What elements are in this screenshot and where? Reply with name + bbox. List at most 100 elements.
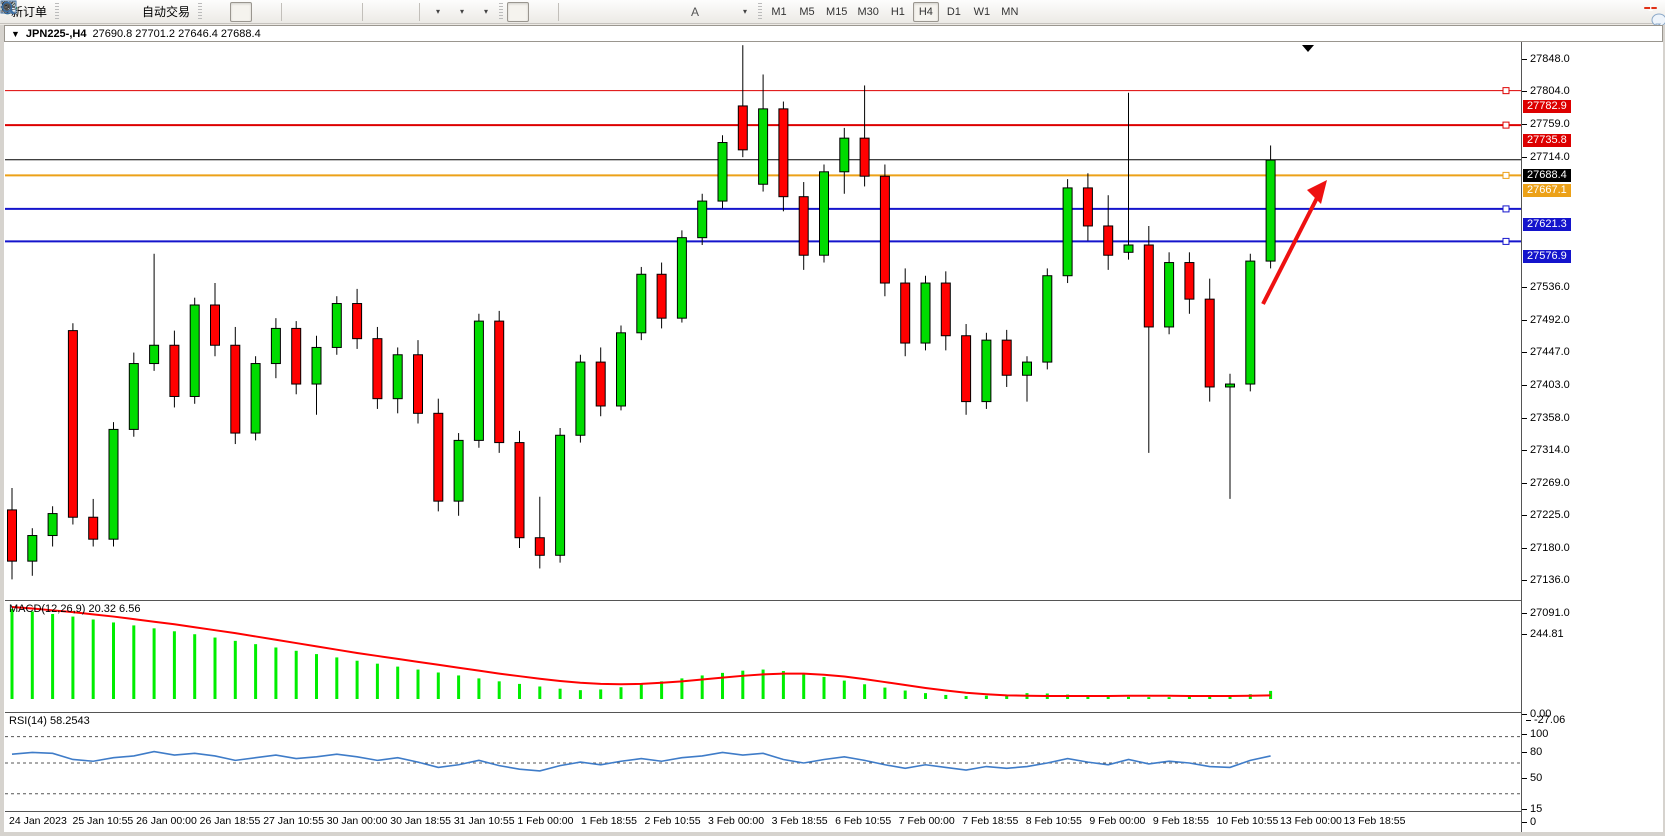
gold-symbol-button[interactable] bbox=[0, 2, 85, 22]
new-order-label: 新订单 bbox=[11, 5, 48, 19]
bar-chart-button[interactable] bbox=[1, 2, 228, 22]
candle-body bbox=[798, 196, 809, 256]
level-handle-27621.3[interactable] bbox=[1502, 205, 1510, 213]
macd-histogram-bar bbox=[497, 681, 501, 699]
tile-windows-button[interactable] bbox=[1, 1, 357, 22]
candle-body bbox=[88, 516, 99, 540]
macd-histogram-bar bbox=[842, 680, 846, 699]
timeframe-W1[interactable]: W1 bbox=[973, 5, 991, 18]
candlestick-chart-button[interactable] bbox=[1, 1, 253, 22]
time-axis[interactable]: 24 Jan 2023 25 Jan 10:55 26 Jan 00:00 26 Ja… bbox=[5, 811, 1521, 832]
indicators-button[interactable]: ▾ bbox=[0, 0, 447, 22]
chart-title-bar[interactable]: ▼ JPN225-,H4 27690.8 27701.2 27646.4 276… bbox=[4, 25, 1663, 42]
candle-body bbox=[331, 303, 342, 348]
level-handle-27735.8[interactable] bbox=[1502, 121, 1510, 129]
timeframe-H1[interactable]: H1 bbox=[890, 5, 905, 18]
macd-histogram-bar bbox=[964, 696, 968, 699]
zoom-in-button[interactable] bbox=[1, 0, 309, 22]
candle-body bbox=[47, 513, 58, 537]
macd-histogram-bar bbox=[1127, 696, 1130, 699]
trend-arrow-head[interactable] bbox=[1307, 180, 1327, 204]
macd-histogram-bar bbox=[71, 616, 75, 699]
toolbar-separator bbox=[281, 2, 283, 21]
level-handle-27576.9[interactable] bbox=[1502, 237, 1510, 245]
candle-body bbox=[920, 282, 931, 344]
toolbar-grip bbox=[758, 2, 763, 21]
price-level-label-27667.1: 27667.1 bbox=[1523, 184, 1571, 198]
channel-tool-button[interactable] bbox=[0, 1, 658, 22]
timeframe-M5[interactable]: M5 bbox=[799, 5, 815, 18]
toolbar-grip bbox=[55, 2, 60, 21]
level-handle-27667.1[interactable] bbox=[1502, 171, 1510, 179]
notification-badge: 1 bbox=[1643, 3, 1657, 12]
price-tick: 27403.0 bbox=[1522, 378, 1570, 391]
crosshair-tool-button[interactable] bbox=[1, 1, 553, 22]
time-label: 3 Feb 00:00 bbox=[708, 815, 765, 827]
candle-body bbox=[717, 142, 728, 202]
timeframe-H4[interactable]: H4 bbox=[912, 1, 939, 22]
candle-body bbox=[839, 137, 850, 173]
time-label: 24 Jan 2023 bbox=[9, 815, 67, 827]
chart-window: ▼ JPN225-,H4 27690.8 27701.2 27646.4 276… bbox=[0, 25, 1665, 832]
timeframe-MN[interactable]: MN bbox=[1001, 5, 1019, 18]
macd-histogram-bar bbox=[761, 669, 765, 699]
periods-button[interactable]: ▾ bbox=[0, 0, 471, 22]
trend-arrow-line[interactable] bbox=[1261, 193, 1321, 305]
macd-histogram-bar bbox=[883, 687, 887, 699]
candle-body bbox=[1245, 260, 1256, 385]
rsi-panel[interactable]: RSI(14) 58.2543 bbox=[5, 712, 1521, 811]
line-chart-button[interactable] bbox=[0, 1, 276, 22]
candle-body bbox=[108, 428, 119, 540]
arrows-tool-button[interactable]: ▾ bbox=[1, 1, 754, 22]
text-label-tool-button[interactable]: T bbox=[0, 1, 730, 22]
candle-body bbox=[981, 339, 992, 403]
timeframe-M1[interactable]: M1 bbox=[771, 5, 787, 18]
level-handle-27782.9[interactable] bbox=[1502, 87, 1510, 95]
candle-body bbox=[1123, 244, 1134, 253]
main-chart-panel[interactable] bbox=[5, 42, 1521, 598]
horizontal-line-tool-button[interactable] bbox=[1, 2, 610, 22]
market-watch-button[interactable] bbox=[0, 0, 109, 22]
rsi-axis-0: 0 bbox=[1521, 816, 1537, 828]
macd-histogram-bar bbox=[1208, 696, 1212, 699]
candle-body bbox=[737, 105, 748, 151]
candle-body bbox=[1042, 275, 1053, 363]
timeframe-M30[interactable]: M30 bbox=[857, 5, 879, 18]
fibonacci-tool-button[interactable]: F bbox=[1, 2, 682, 22]
zoom-out-button[interactable] bbox=[1, 0, 333, 22]
candle-body bbox=[1265, 159, 1276, 262]
candle-body bbox=[961, 335, 972, 403]
cursor-tool-button[interactable] bbox=[2, 1, 530, 22]
candle-body bbox=[1001, 339, 1012, 376]
chart-shift-button[interactable] bbox=[1, 1, 414, 22]
macd-histogram-bar bbox=[1106, 696, 1110, 699]
status-bar bbox=[0, 832, 1665, 836]
auto-scroll-button[interactable] bbox=[1, 1, 390, 22]
rsi-axis-100: 100 bbox=[1521, 728, 1549, 740]
candle-body bbox=[676, 237, 687, 319]
templates-button[interactable]: ▾ bbox=[0, 0, 495, 22]
trendline-tool-button[interactable] bbox=[1, 1, 634, 22]
macd-histogram-bar bbox=[112, 622, 115, 699]
price-tick: 27804.0 bbox=[1522, 85, 1570, 98]
chart-dropdown-icon[interactable]: ▼ bbox=[11, 28, 20, 39]
candle-body bbox=[859, 137, 870, 177]
macd-histogram-bar bbox=[152, 628, 156, 699]
autotrading-button[interactable]: 自动交易 bbox=[1, 0, 194, 22]
price-tick: 27358.0 bbox=[1522, 411, 1570, 424]
candle-body bbox=[900, 282, 911, 344]
text-tool-button[interactable]: A bbox=[684, 2, 706, 22]
time-label: 26 Jan 18:55 bbox=[199, 815, 261, 827]
signals-button[interactable] bbox=[0, 0, 133, 22]
macd-panel[interactable]: MACD(12,26,9) 20.32 6.56 bbox=[5, 600, 1521, 711]
vertical-line-tool-button[interactable] bbox=[4, 1, 586, 22]
price-axis[interactable]: 27848.0 27804.0 27759.0 27714.0 27536.0 27492… bbox=[1521, 42, 1653, 832]
timeframe-M15[interactable]: M15 bbox=[826, 5, 848, 18]
time-label: 7 Feb 18:55 bbox=[962, 815, 1019, 827]
candle-body bbox=[433, 412, 444, 502]
price-level-label-27688.4: 27688.4 bbox=[1523, 168, 1571, 182]
price-level-label-27621.3: 27621.3 bbox=[1523, 217, 1571, 231]
time-label: 31 Jan 10:55 bbox=[453, 815, 515, 827]
candlestick-chart[interactable] bbox=[5, 42, 1521, 598]
timeframe-D1[interactable]: D1 bbox=[946, 5, 961, 18]
